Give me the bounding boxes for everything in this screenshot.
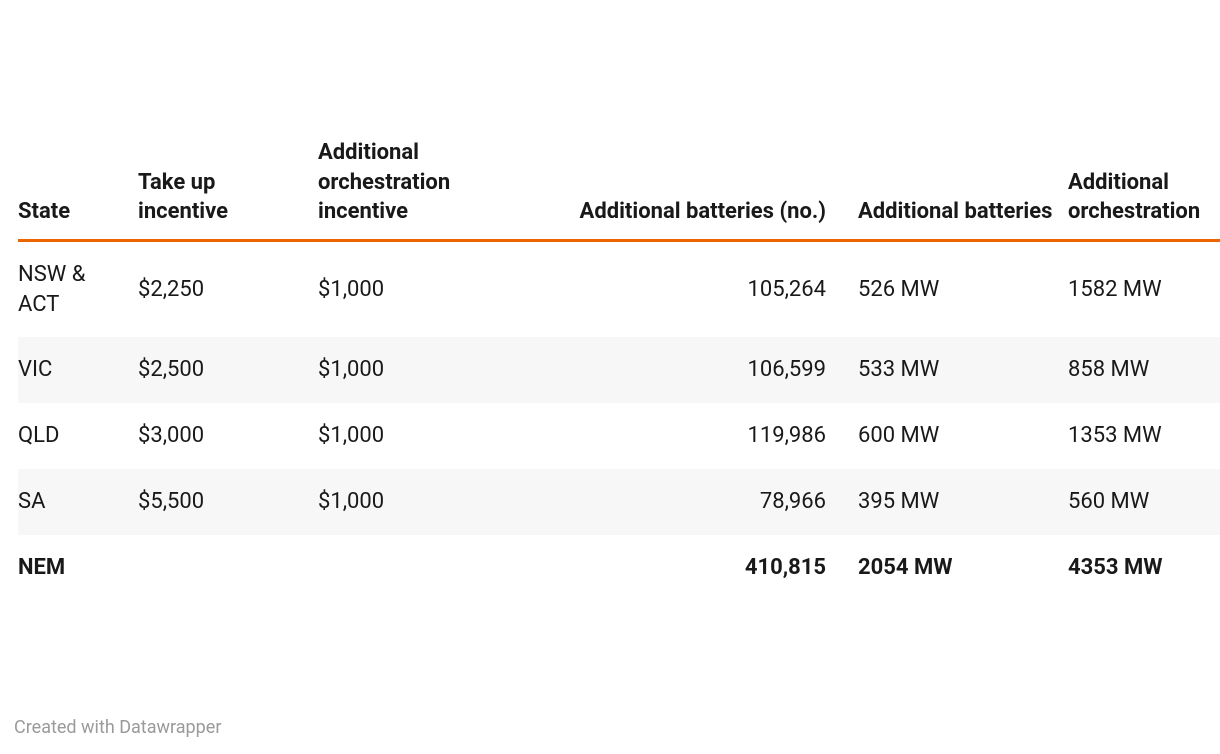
cell-add-no: 119,986 [548,403,858,469]
cell-orch: $1,000 [318,337,548,403]
cell-orch: $1,000 [318,403,548,469]
credit-text: Created with Datawrapper [14,717,221,738]
incentive-table: State Take up incentive Additional orche… [18,120,1220,600]
cell-add-orch: 560 MW [1068,469,1220,535]
cell-add-batt: 2054 MW [858,535,1068,601]
table-row: NSW & ACT $2,250 $1,000 105,264 526 MW 1… [18,241,1220,338]
cell-add-batt: 395 MW [858,469,1068,535]
cell-add-batt: 600 MW [858,403,1068,469]
col-header-add-orch: Additional orchestration [1068,120,1220,241]
cell-orch: $1,000 [318,241,548,338]
table-body: NSW & ACT $2,250 $1,000 105,264 526 MW 1… [18,241,1220,601]
table-total-row: NEM 410,815 2054 MW 4353 MW [18,535,1220,601]
cell-add-batt: 533 MW [858,337,1068,403]
cell-state: NEM [18,535,138,601]
cell-state: VIC [18,337,138,403]
cell-add-orch: 4353 MW [1068,535,1220,601]
col-header-state: State [18,120,138,241]
col-header-add-batt: Additional batteries [858,120,1068,241]
cell-takeup: $2,250 [138,241,318,338]
cell-add-orch: 1353 MW [1068,403,1220,469]
cell-state: QLD [18,403,138,469]
cell-add-orch: 858 MW [1068,337,1220,403]
cell-takeup [138,535,318,601]
cell-add-no: 78,966 [548,469,858,535]
cell-takeup: $5,500 [138,469,318,535]
table-header: State Take up incentive Additional orche… [18,120,1220,241]
table-container: State Take up incentive Additional orche… [0,0,1220,600]
cell-add-batt: 526 MW [858,241,1068,338]
cell-add-orch: 1582 MW [1068,241,1220,338]
cell-add-no: 105,264 [548,241,858,338]
cell-add-no: 410,815 [548,535,858,601]
cell-takeup: $2,500 [138,337,318,403]
cell-add-no: 106,599 [548,337,858,403]
cell-takeup: $3,000 [138,403,318,469]
table-row: VIC $2,500 $1,000 106,599 533 MW 858 MW [18,337,1220,403]
cell-orch [318,535,548,601]
col-header-takeup: Take up incentive [138,120,318,241]
cell-state: NSW & ACT [18,241,138,338]
cell-state: SA [18,469,138,535]
col-header-orch: Additional orchestration incentive [318,120,548,241]
cell-orch: $1,000 [318,469,548,535]
col-header-add-no: Additional batteries (no.) [548,120,858,241]
table-row: QLD $3,000 $1,000 119,986 600 MW 1353 MW [18,403,1220,469]
table-row: SA $5,500 $1,000 78,966 395 MW 560 MW [18,469,1220,535]
